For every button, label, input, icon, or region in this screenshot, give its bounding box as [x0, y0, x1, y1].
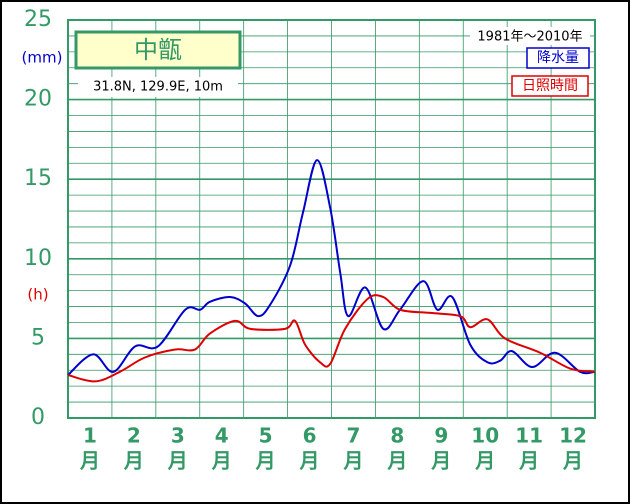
x-unit-label: 月: [518, 449, 539, 473]
x-tick-label: 3: [171, 424, 185, 448]
x-tick-label: 2: [127, 424, 141, 448]
x-tick-label: 7: [346, 424, 360, 448]
period-bg: [470, 27, 590, 45]
x-tick-label: 9: [434, 424, 448, 448]
x-unit-label: 月: [79, 449, 100, 473]
x-tick-label: 12: [559, 424, 587, 448]
x-unit-label: 月: [255, 449, 276, 473]
series-line: [67, 294, 596, 383]
y-tick-label: 25: [24, 7, 52, 32]
y-tick-label: 20: [24, 87, 52, 112]
y-unit-left: (mm): [22, 49, 63, 67]
legend-label: 降水量: [537, 50, 579, 66]
x-unit-label: 月: [299, 449, 320, 473]
x-unit-label: 月: [474, 449, 495, 473]
chart-title: 中甑: [134, 36, 182, 64]
x-unit-label: 月: [167, 449, 188, 473]
x-tick-label: 11: [515, 424, 543, 448]
x-unit-label: 月: [211, 449, 232, 473]
x-unit-label: 月: [123, 449, 144, 473]
x-unit-label: 月: [342, 449, 363, 473]
x-tick-label: 1: [83, 424, 97, 448]
subtitle: 31.8N, 129.9E, 10m: [93, 80, 223, 95]
y-tick-label: 0: [31, 405, 45, 430]
x-unit-label: 月: [562, 449, 583, 473]
x-unit-label: 月: [430, 449, 451, 473]
plot-border: [67, 19, 596, 419]
legend-box: [511, 75, 589, 97]
legend-label: 日照時間: [522, 78, 578, 94]
y-tick-label: 10: [24, 246, 52, 271]
x-tick-label: 4: [215, 424, 229, 448]
x-tick-label: 5: [259, 424, 273, 448]
x-tick-label: 10: [471, 424, 499, 448]
y-tick-label: 5: [31, 325, 45, 350]
subtitle-bg: [78, 77, 238, 97]
period: 1981年～2010年: [477, 30, 582, 45]
legend-box: [526, 47, 590, 69]
x-tick-label: 8: [390, 424, 404, 448]
series-line: [67, 159, 596, 376]
x-tick-label: 6: [303, 424, 317, 448]
x-unit-label: 月: [386, 449, 407, 473]
y-tick-label: 15: [24, 166, 52, 191]
y-unit-right: (h): [27, 286, 48, 304]
title-box: [74, 30, 242, 70]
